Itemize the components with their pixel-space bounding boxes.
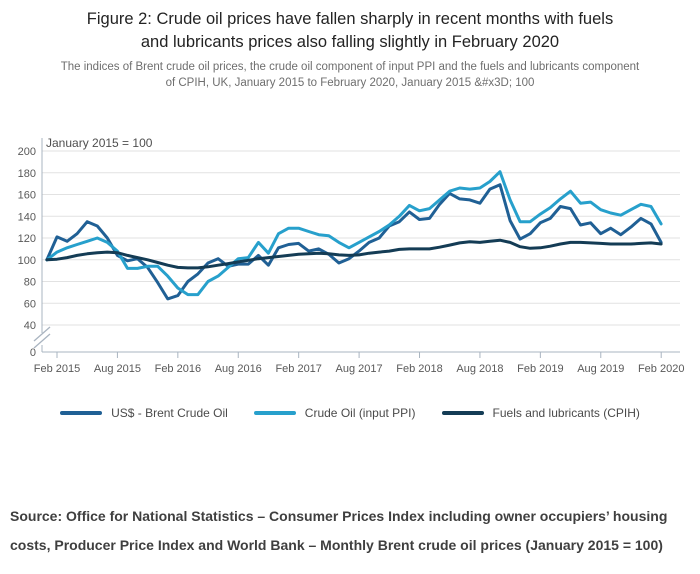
source-note-line1: Source: Office for National Statistics –… — [10, 508, 668, 524]
x-tick-label: Feb 2017 — [275, 363, 321, 375]
legend-label-cpih-fuels: Fuels and lubricants (CPIH) — [492, 406, 640, 420]
cpih-fuels-line-swatch-icon — [441, 411, 484, 415]
source-note: Source: Office for National Statistics –… — [10, 502, 694, 560]
legend-entry-brent: US$ - Brent Crude Oil — [60, 406, 228, 420]
axis-break-icon — [33, 326, 51, 342]
chart-legend: US$ - Brent Crude Oil Crude Oil (input P… — [0, 406, 700, 420]
x-tick-label: Feb 2015 — [34, 363, 80, 375]
x-tick-label: Aug 2016 — [215, 363, 262, 375]
chart-title-line1: Figure 2: Crude oil prices have fallen s… — [86, 10, 614, 28]
x-tick-label: Aug 2018 — [456, 363, 503, 375]
y-tick-label-120: 120 — [18, 233, 36, 245]
chart-title: Figure 2: Crude oil prices have fallen s… — [28, 8, 672, 54]
chart-title-line2: and lubricants prices also falling sligh… — [140, 33, 560, 51]
y-tick-label-60: 60 — [24, 298, 36, 310]
x-tick-label: Feb 2018 — [396, 363, 442, 375]
y-tick-label-140: 140 — [18, 211, 36, 223]
oil-price-index-line-chart: 0 40 60 80 100 120 140 160 180 200 Feb 2015 Aug 201… — [18, 136, 685, 375]
y-tick-label-160: 160 — [18, 190, 36, 202]
y-tick-label-100: 100 — [18, 255, 36, 267]
y-tick-label-40: 40 — [24, 320, 36, 332]
x-tick-label: Feb 2019 — [517, 363, 563, 375]
x-tick-label: Feb 2016 — [155, 363, 201, 375]
legend-entry-input-ppi: Crude Oil (input PPI) — [253, 406, 416, 420]
series-line-1 — [45, 170, 663, 297]
y-tick-label-80: 80 — [24, 277, 36, 289]
input-ppi-line-swatch-icon — [253, 411, 296, 415]
y-tick-label-200: 200 — [18, 146, 36, 158]
chart-subtitle-line2: of CPIH, UK, January 2015 to February 20… — [165, 77, 535, 89]
brent-line-swatch-icon — [60, 411, 103, 415]
x-tick-label: Aug 2019 — [577, 363, 624, 375]
unit-label: January 2015 = 100 — [46, 136, 153, 150]
chart-subtitle-line1: The indices of Brent crude oil prices, t… — [60, 61, 640, 73]
x-tick-label: Aug 2017 — [336, 363, 383, 375]
legend-entry-cpih-fuels: Fuels and lubricants (CPIH) — [441, 406, 640, 420]
x-tick-label: Feb 2020 — [638, 363, 684, 375]
y-tick-label-180: 180 — [18, 168, 36, 180]
legend-label-input-ppi: Crude Oil (input PPI) — [304, 406, 416, 420]
x-tick-label: Aug 2015 — [94, 363, 141, 375]
chart-subtitle: The indices of Brent crude oil prices, t… — [34, 59, 666, 91]
legend-label-brent: US$ - Brent Crude Oil — [111, 406, 228, 420]
y-tick-label-0: 0 — [30, 347, 36, 359]
axis-break-icon — [33, 333, 51, 349]
series-line-2 — [45, 238, 663, 270]
source-note-line2: costs, Producer Price Index and World Ba… — [10, 537, 663, 553]
